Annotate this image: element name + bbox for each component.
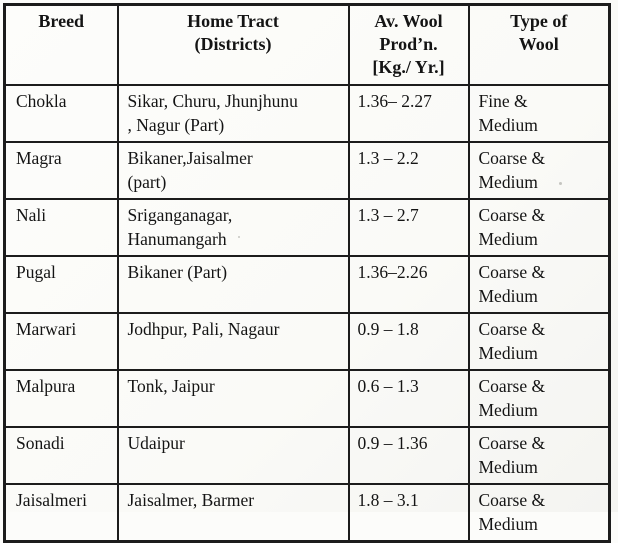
cell-home-tract: Sriganganagar, Hanumangarh xyxy=(116,198,350,257)
cell-wool-prod: 1.36–2.26 xyxy=(347,255,470,314)
cell-wool-prod: 1.3 – 2.2 xyxy=(347,141,470,200)
cell-wool-type: Coarse & Medium xyxy=(467,483,611,543)
scan-speckle xyxy=(559,182,562,185)
cell-breed: Chokla xyxy=(3,84,119,143)
cell-wool-prod: 0.9 – 1.36 xyxy=(347,426,470,485)
table-row: Chokla Sikar, Churu, Jhunjhunu , Nagur (… xyxy=(3,84,611,143)
cell-wool-prod: 1.36– 2.27 xyxy=(347,84,470,143)
table-row: Nali Sriganganagar, Hanumangarh 1.3 – 2.… xyxy=(3,198,611,257)
table-row: Sonadi Udaipur 0.9 – 1.36 Coarse & Mediu… xyxy=(3,426,611,485)
cell-home-tract: Tonk, Jaipur xyxy=(116,369,350,428)
cell-wool-prod: 1.3 – 2.7 xyxy=(347,198,470,257)
column-header-wool-prod: Av. Wool Prod’n. [Kg./ Yr.] xyxy=(347,3,470,86)
cell-wool-type: Coarse & Medium xyxy=(467,198,611,257)
table-row: Jaisalmeri Jaisalmer, Barmer 1.8 – 3.1 C… xyxy=(3,483,611,543)
cell-wool-type: Coarse & Medium xyxy=(467,369,611,428)
column-header-breed: Breed xyxy=(3,3,119,86)
cell-wool-type: Coarse & Medium xyxy=(467,255,611,314)
cell-breed: Jaisalmeri xyxy=(3,483,119,543)
cell-home-tract: Sikar, Churu, Jhunjhunu , Nagur (Part) xyxy=(116,84,350,143)
cell-breed: Marwari xyxy=(3,312,119,371)
cell-breed: Magra xyxy=(3,141,119,200)
table-row: Magra Bikaner,Jaisalmer (part) 1.3 – 2.2… xyxy=(3,141,611,200)
column-header-home-tract: Home Tract (Districts) xyxy=(116,3,350,86)
cell-home-tract: Bikaner,Jaisalmer (part) xyxy=(116,141,350,200)
table-row: Marwari Jodhpur, Pali, Nagaur 0.9 – 1.8 … xyxy=(3,312,611,371)
cell-wool-type: Fine & Medium xyxy=(467,84,611,143)
cell-breed: Pugal xyxy=(3,255,119,314)
cell-breed: Sonadi xyxy=(3,426,119,485)
table-row: Malpura Tonk, Jaipur 0.6 – 1.3 Coarse & … xyxy=(3,369,611,428)
scan-speckle xyxy=(238,236,240,238)
cell-wool-prod: 0.9 – 1.8 xyxy=(347,312,470,371)
cell-home-tract: Udaipur xyxy=(116,426,350,485)
header-row: Breed Home Tract (Districts) Av. Wool Pr… xyxy=(3,3,611,86)
cell-wool-prod: 1.8 – 3.1 xyxy=(347,483,470,543)
cell-wool-prod: 0.6 – 1.3 xyxy=(347,369,470,428)
breed-table: Breed Home Tract (Districts) Av. Wool Pr… xyxy=(3,3,611,543)
cell-wool-type: Coarse & Medium xyxy=(467,426,611,485)
cell-home-tract: Jaisalmer, Barmer xyxy=(116,483,350,543)
cell-home-tract: Jodhpur, Pali, Nagaur xyxy=(116,312,350,371)
cell-breed: Malpura xyxy=(3,369,119,428)
cell-wool-type: Coarse & Medium xyxy=(467,312,611,371)
cell-home-tract: Bikaner (Part) xyxy=(116,255,350,314)
column-header-wool-type: Type of Wool xyxy=(467,3,611,86)
cell-wool-type: Coarse & Medium xyxy=(467,141,611,200)
table-row: Pugal Bikaner (Part) 1.36–2.26 Coarse & … xyxy=(3,255,611,314)
cell-breed: Nali xyxy=(3,198,119,257)
